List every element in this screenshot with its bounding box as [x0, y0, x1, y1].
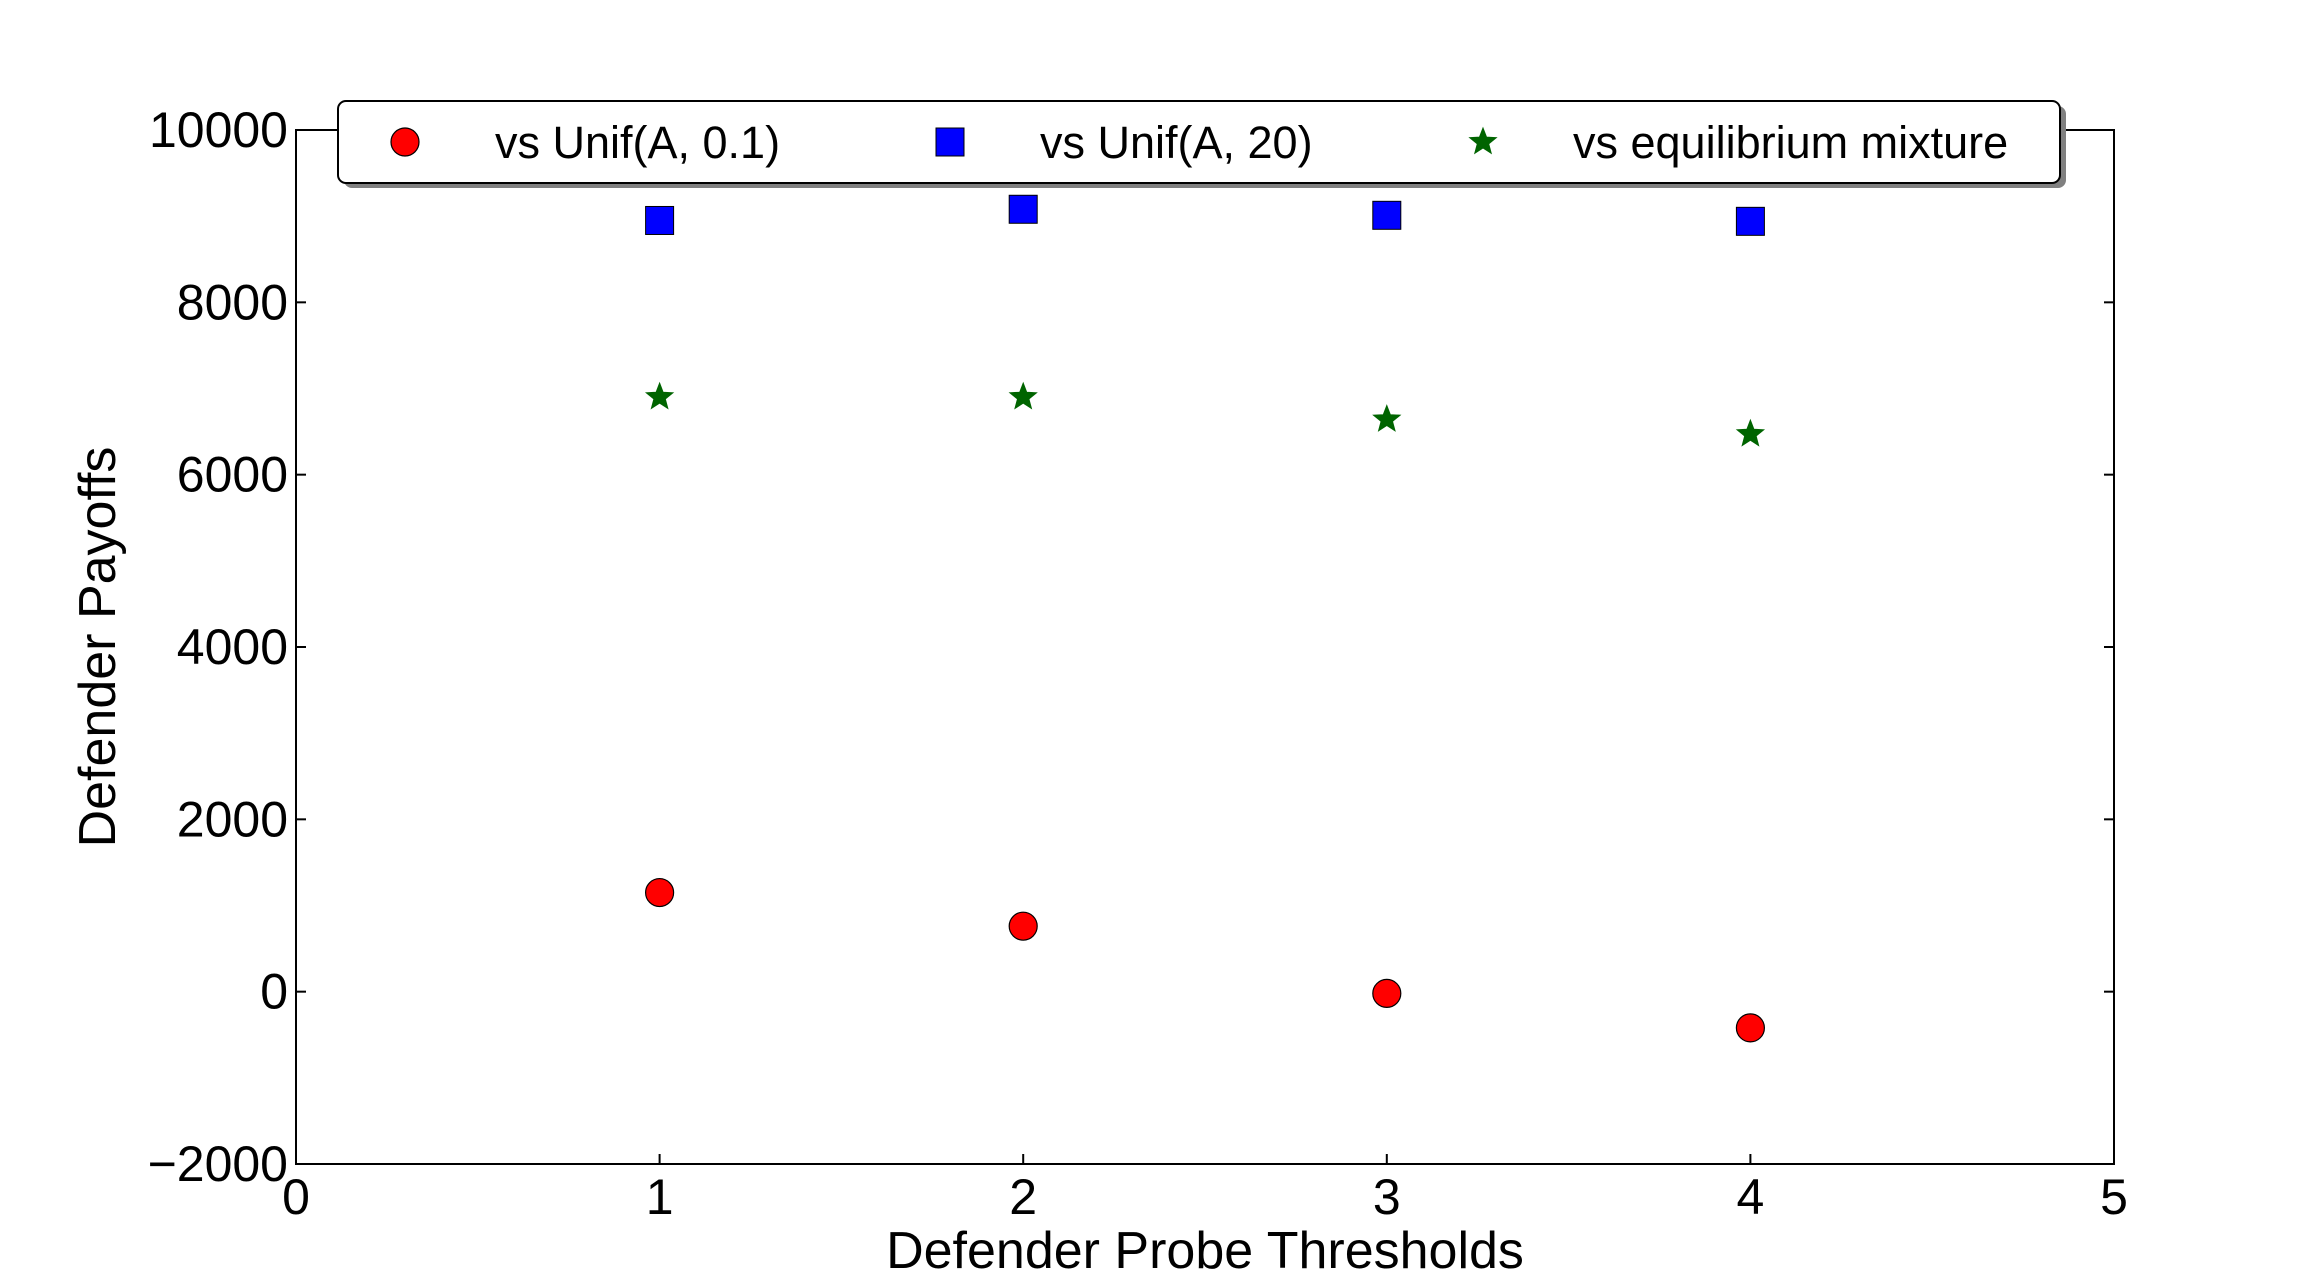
legend-marker-star — [1468, 126, 1498, 155]
legend-marker-circle — [390, 127, 420, 157]
data-point-square — [645, 205, 675, 235]
marks-layer — [644, 194, 1766, 1043]
y-tick-label: 2000 — [177, 791, 288, 847]
legend-marker-square — [935, 127, 965, 157]
data-point-star — [644, 381, 675, 410]
data-point-star — [1008, 381, 1038, 410]
legend: vs Unif(A, 0.1) vs Unif(A, 20) vs equilibr… — [337, 100, 2066, 188]
y-axis-label: Defender Payoffs — [69, 447, 127, 848]
data-point-star — [1372, 404, 1402, 432]
y-tick-label: 10000 — [149, 102, 288, 158]
legend-label: vs equilibrium mixture — [1573, 117, 2008, 168]
x-tick-label: 1 — [646, 1169, 674, 1225]
y-tick-label: 6000 — [177, 447, 288, 503]
data-point-circle — [644, 877, 675, 908]
data-point-square — [1008, 194, 1038, 224]
data-point-circle — [1372, 978, 1402, 1008]
data-point-circle — [1735, 1013, 1766, 1043]
y-tick-label: 8000 — [177, 274, 288, 330]
data-point-square — [1735, 206, 1765, 236]
legend-label: vs Unif(A, 20) — [1040, 117, 1313, 168]
y-tick-label: −2000 — [148, 1136, 288, 1192]
x-tick-label: 3 — [1373, 1169, 1401, 1225]
legend-label: vs Unif(A, 0.1) — [495, 117, 780, 168]
x-tick-label: 0 — [282, 1169, 310, 1225]
data-point-square — [1372, 200, 1402, 230]
data-point-circle — [1008, 911, 1038, 941]
x-tick-label: 5 — [2100, 1169, 2128, 1225]
legend-box — [337, 100, 2061, 184]
data-point-star — [1735, 418, 1766, 447]
x-axis-label: Defender Probe Thresholds — [886, 1222, 1524, 1277]
y-tick-label: 0 — [260, 964, 288, 1020]
x-tick-label: 2 — [1009, 1169, 1037, 1225]
x-tick-label: 4 — [1736, 1169, 1764, 1225]
y-tick-label: 4000 — [177, 619, 288, 675]
plot-area — [295, 129, 2115, 1165]
